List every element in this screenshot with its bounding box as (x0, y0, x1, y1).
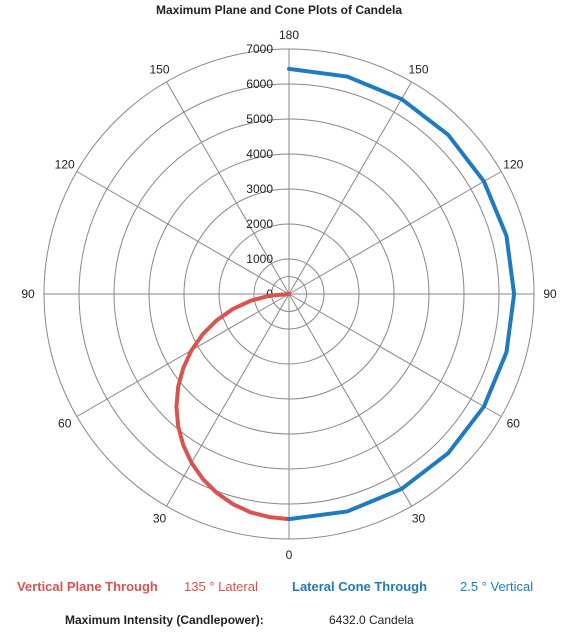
legend-lateral-value: 2.5 ° Vertical (460, 579, 534, 594)
angle-label-lower-right-60: 60 (507, 417, 521, 431)
angle-label-lower-right-30: 30 (412, 511, 426, 525)
max-intensity-label: Maximum Intensity (Candlepower): (65, 613, 264, 627)
legend: Vertical Plane Through 135 ° Lateral Lat… (0, 579, 564, 597)
radial-tick-label: 5000 (246, 112, 273, 126)
radial-tick-label: 6000 (246, 77, 273, 91)
angle-label-upper-left-150: 150 (149, 63, 169, 77)
radial-tick-label: 1000 (246, 252, 273, 266)
angle-tick-labels: 180 0 90 90 150 120 60 30 150 120 60 30 (21, 28, 557, 562)
grid-spoke (288, 81, 412, 295)
angle-label-upper-left-120: 120 (55, 158, 75, 172)
max-intensity-unit: Candela (369, 613, 414, 627)
grid-spoke (166, 293, 290, 507)
legend-lateral-label: Lateral Cone Through (292, 579, 428, 594)
angle-label-upper-right-120: 120 (503, 158, 523, 172)
grid-spoke (288, 171, 502, 295)
max-intensity-value: 6432.0 (329, 613, 366, 627)
angle-label-right: 90 (543, 287, 557, 301)
grid-spoke (76, 171, 290, 295)
series-layer (174, 66, 517, 522)
angle-label-lower-left-60: 60 (58, 417, 72, 431)
angle-label-left: 90 (21, 287, 35, 301)
grid-spoke (288, 293, 412, 507)
series-line-lateral-cone (287, 66, 517, 522)
angle-label-lower-left-30: 30 (153, 511, 167, 525)
angle-label-bottom: 0 (286, 548, 293, 562)
angle-label-top: 180 (279, 28, 299, 42)
series-line-vertical-plane (174, 292, 291, 522)
grid-spoke (76, 293, 290, 417)
radial-tick-label: 4000 (246, 147, 273, 161)
chart-title: Maximum Plane and Cone Plots of Candela (156, 3, 402, 17)
legend-vertical-label: Vertical Plane Through (17, 579, 158, 594)
max-intensity-footer: Maximum Intensity (Candlepower): 6432.0 … (0, 613, 564, 629)
polar-grid (43, 48, 535, 540)
angle-label-upper-right-150: 150 (408, 63, 428, 77)
radial-tick-label: 7000 (246, 42, 273, 56)
radial-tick-label: 2000 (246, 217, 273, 231)
legend-vertical-value: 135 ° Lateral (184, 579, 258, 594)
grid-spoke (288, 293, 502, 417)
radial-tick-label: 3000 (246, 182, 273, 196)
grid-spoke (166, 81, 290, 295)
